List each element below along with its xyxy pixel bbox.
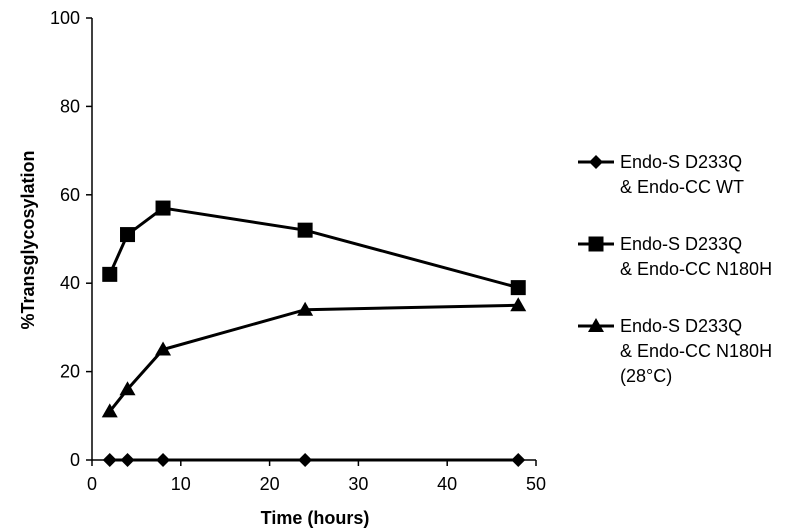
data-point-diamond	[511, 453, 526, 467]
x-tick-label: 20	[260, 474, 280, 494]
axes: 0 20 40 60 80 100 0 10 20 30 40 50	[50, 8, 546, 494]
data-point-diamond	[156, 453, 171, 467]
x-tick-label: 30	[348, 474, 368, 494]
legend-marker-diamond	[589, 155, 603, 169]
series-3	[101, 297, 527, 418]
data-point-diamond	[102, 453, 117, 467]
data-point-triangle	[510, 297, 527, 312]
x-tick-label: 0	[87, 474, 97, 494]
legend-label: & Endo-CC N180H	[620, 341, 772, 361]
y-tick-label: 60	[60, 185, 80, 205]
data-point-square	[297, 222, 313, 238]
series-line	[108, 206, 519, 290]
legend-item-3: Endo-S D233Q & Endo-CC N180H (28°C)	[578, 316, 772, 386]
data-point-square	[120, 227, 136, 243]
legend-item-1: Endo-S D233Q & Endo-CC WT	[578, 152, 744, 197]
legend-item-2: Endo-S D233Q & Endo-CC N180H	[578, 234, 772, 279]
series-layer	[101, 200, 527, 467]
data-point-triangle	[155, 341, 172, 356]
legend-marker-triangle	[588, 318, 604, 332]
legend-label: & Endo-CC WT	[620, 177, 744, 197]
data-point-square	[510, 280, 526, 296]
y-tick-label: 0	[70, 450, 80, 470]
x-tick-label: 40	[437, 474, 457, 494]
data-point-diamond	[120, 453, 135, 467]
data-point-square	[102, 266, 118, 282]
data-point-square	[155, 200, 171, 216]
y-tick-label: 40	[60, 273, 80, 293]
data-point-triangle	[101, 403, 118, 418]
y-tick-label: 20	[60, 362, 80, 382]
y-axis-title: %Transglycosylation	[18, 150, 38, 329]
legend: Endo-S D233Q & Endo-CC WT Endo-S D233Q & En…	[578, 152, 772, 386]
y-tick-label: 100	[50, 8, 80, 28]
legend-marker-square	[588, 236, 604, 252]
series-2	[102, 200, 526, 296]
data-point-triangle	[297, 301, 314, 316]
x-tick-label: 10	[171, 474, 191, 494]
data-point-diamond	[298, 453, 313, 467]
series-1	[102, 453, 526, 467]
data-point-triangle	[119, 381, 136, 396]
legend-label: Endo-S D233Q	[620, 316, 742, 336]
legend-label: (28°C)	[620, 366, 672, 386]
x-axis-title: Time (hours)	[261, 508, 370, 528]
x-tick-label: 50	[526, 474, 546, 494]
series-line	[108, 303, 519, 413]
legend-label: & Endo-CC N180H	[620, 259, 772, 279]
legend-label: Endo-S D233Q	[620, 152, 742, 172]
y-tick-label: 80	[60, 96, 80, 116]
legend-label: Endo-S D233Q	[620, 234, 742, 254]
